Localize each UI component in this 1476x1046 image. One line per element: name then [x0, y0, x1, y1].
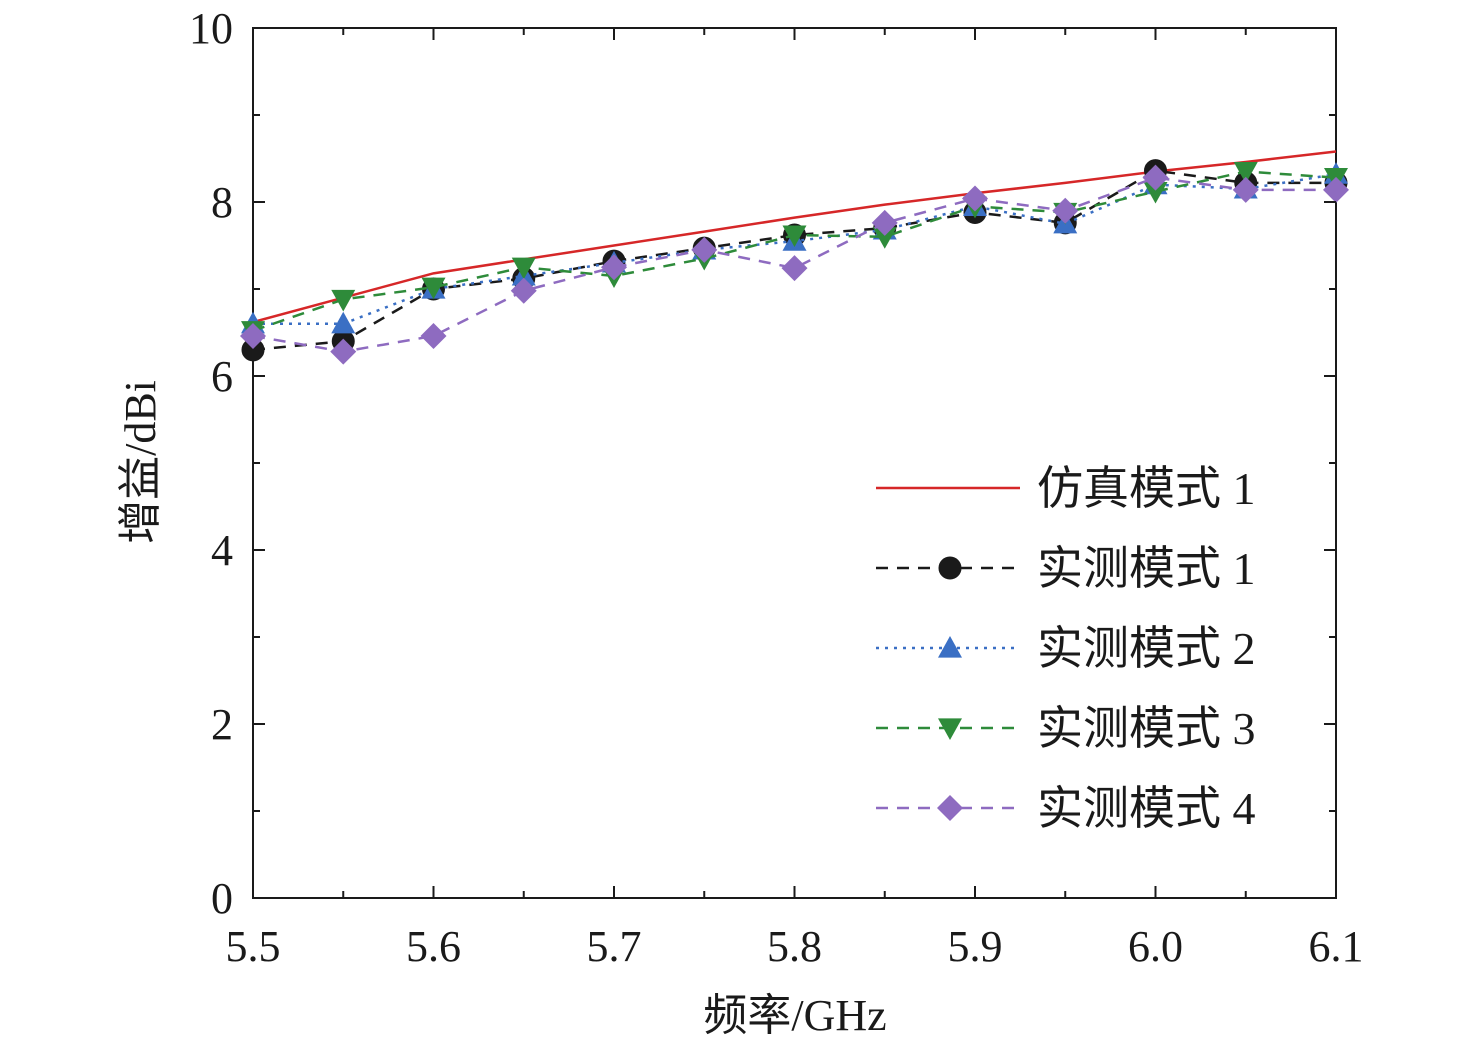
legend-entry-3: 实测模式 2	[876, 623, 1256, 674]
legend-label: 实测模式 4	[1037, 783, 1256, 834]
data-point	[962, 185, 988, 212]
x-tick-label: 5.7	[587, 922, 642, 971]
series-line	[252, 170, 1337, 332]
legend-label: 实测模式 3	[1037, 703, 1256, 754]
data-point	[1142, 164, 1169, 191]
data-point	[1233, 161, 1258, 184]
y-tick-label: 6	[211, 352, 233, 401]
x-tick-label: 5.6	[406, 922, 461, 971]
y-tick-label: 8	[211, 178, 233, 227]
data-point	[1052, 197, 1079, 224]
data-point	[691, 236, 718, 263]
series-3	[241, 162, 1348, 334]
y-tick-label: 2	[211, 700, 233, 749]
data-point	[511, 257, 536, 280]
data-point	[872, 227, 897, 249]
x-tick-label: 5.8	[767, 922, 822, 971]
data-point	[420, 322, 447, 349]
data-point	[330, 338, 357, 365]
series-4	[241, 161, 1348, 343]
data-point	[1323, 176, 1349, 203]
x-axis-title: 频率/GHz	[703, 991, 886, 1040]
y-tick-label: 0	[211, 874, 233, 923]
legend: 仿真模式 1 实测模式 1 实测模式 2 实测模式 3 实测模式 4	[876, 463, 1256, 834]
legend-label: 仿真模式 1	[1037, 463, 1256, 514]
y-axis-title: 增益/dBi	[116, 380, 165, 544]
legend-entry-2: 实测模式 1	[876, 543, 1256, 594]
data-point	[331, 289, 356, 312]
legend-marker	[938, 556, 962, 580]
data-point	[871, 209, 898, 236]
data-point	[1232, 176, 1259, 203]
legend-entry-5: 实测模式 4	[876, 783, 1256, 834]
legend-label: 实测模式 2	[1037, 623, 1256, 674]
data-point	[781, 255, 808, 282]
data-point	[421, 277, 446, 300]
legend-marker	[938, 718, 962, 740]
legend-marker	[938, 636, 962, 658]
x-tick-label: 5.5	[226, 922, 281, 971]
legend-marker	[937, 795, 963, 821]
x-tick-label: 6.1	[1309, 922, 1364, 971]
ticks-layer: 5.5 5.6 5.7 5.8 5.9 6.0 6.1 0 2 4 6 8 10	[189, 4, 1364, 971]
y-tick-label: 10	[189, 4, 233, 53]
data-point	[510, 277, 537, 304]
series-5	[240, 164, 1349, 365]
data-point	[1143, 181, 1168, 204]
data-point	[331, 311, 356, 334]
data-point	[782, 225, 807, 248]
x-tick-label: 6.0	[1128, 922, 1183, 971]
legend-entry-4: 实测模式 3	[876, 703, 1256, 754]
legend-entry-1: 仿真模式 1	[876, 463, 1256, 514]
x-tick-label: 5.9	[948, 922, 1003, 971]
series-layer	[240, 150, 1349, 365]
legend-label: 实测模式 1	[1037, 543, 1256, 594]
y-tick-label: 4	[211, 526, 233, 575]
data-point	[240, 322, 266, 349]
data-point	[601, 254, 627, 281]
